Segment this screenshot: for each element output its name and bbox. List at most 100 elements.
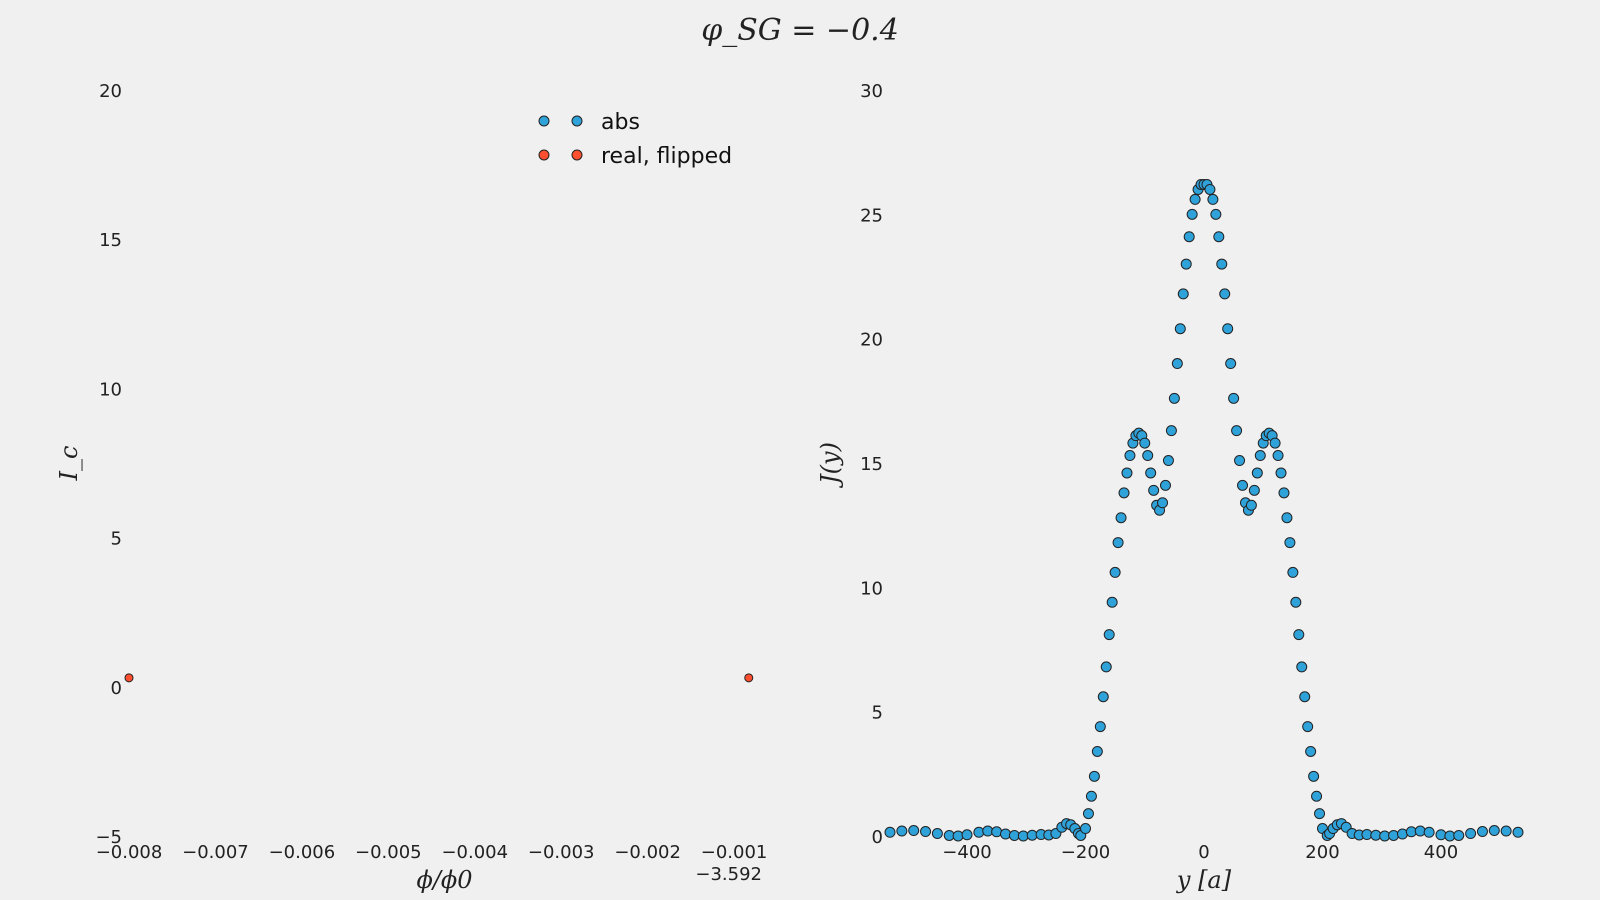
right-x-tick-label: 400 xyxy=(1424,842,1458,863)
right-plot-area xyxy=(890,90,1518,836)
right-x-tick-label: 200 xyxy=(1305,842,1339,863)
right-data-point xyxy=(1118,487,1130,499)
left-data-point xyxy=(744,673,754,683)
right-data-point xyxy=(1302,721,1314,733)
right-data-point xyxy=(952,830,964,842)
right-plot: −400 −200 0 200 400 0 5 10 15 20 25 30 y [a] J(y) xyxy=(816,81,1524,894)
left-x-tick-label: −0.002 xyxy=(614,842,681,863)
right-data-point xyxy=(1082,808,1094,820)
right-data-point xyxy=(1225,358,1237,370)
left-y-tick-label: 20 xyxy=(99,81,122,102)
right-data-point xyxy=(1254,450,1266,462)
right-data-point xyxy=(1231,425,1243,437)
right-data-point xyxy=(1165,425,1177,437)
right-data-point xyxy=(1106,596,1118,608)
right-data-point xyxy=(1453,830,1465,842)
right-x-tick-label: −400 xyxy=(942,842,991,863)
right-data-point xyxy=(1210,208,1222,220)
left-plot-area xyxy=(129,90,760,836)
right-data-point xyxy=(1177,288,1189,300)
right-data-point xyxy=(1157,497,1169,509)
right-data-point xyxy=(1272,450,1284,462)
right-data-point xyxy=(1159,479,1171,491)
right-data-point xyxy=(1115,512,1127,524)
legend-item-abs: abs xyxy=(538,110,640,135)
right-data-point xyxy=(1219,288,1231,300)
left-x-tick-label: −0.007 xyxy=(182,842,249,863)
right-data-point xyxy=(1180,258,1192,270)
right-data-point xyxy=(884,826,896,838)
figure-suptitle: φ_SG = −0.4 xyxy=(701,13,899,48)
right-data-point xyxy=(1488,825,1500,837)
right-y-tick-label: 10 xyxy=(860,578,883,599)
right-y-tick-labels: 0 5 10 15 20 25 30 xyxy=(860,81,883,848)
right-y-tick-label: 5 xyxy=(872,703,883,724)
left-x-tick-labels: −0.008 −0.007 −0.006 −0.005 −0.004 −0.003 −0.0… xyxy=(96,842,768,863)
right-y-tick-label: 0 xyxy=(872,827,883,848)
right-data-point xyxy=(1234,455,1246,467)
right-data-point xyxy=(1305,745,1317,757)
right-data-point xyxy=(1299,691,1311,703)
left-y-tick-labels: −5 0 5 10 15 20 xyxy=(95,81,122,848)
right-data-point xyxy=(1388,830,1400,842)
right-data-point xyxy=(991,826,1003,838)
right-data-point xyxy=(1222,323,1234,335)
legend-label-abs: abs xyxy=(601,110,640,135)
right-data-point xyxy=(1287,566,1299,578)
right-data-point xyxy=(1512,826,1524,838)
right-data-points xyxy=(884,178,1524,842)
left-plot: −0.008 −0.007 −0.006 −0.005 −0.004 −0.003 −0.0… xyxy=(55,81,767,894)
right-data-point xyxy=(1080,823,1092,835)
right-data-point xyxy=(1204,183,1216,195)
right-data-point xyxy=(1293,629,1305,641)
right-data-point xyxy=(1142,450,1154,462)
right-data-point xyxy=(1248,484,1260,496)
right-data-point xyxy=(1311,790,1323,802)
right-y-tick-label: 20 xyxy=(860,330,883,351)
right-data-point xyxy=(1275,467,1287,479)
right-data-point xyxy=(1162,455,1174,467)
right-data-point xyxy=(1396,828,1408,840)
right-data-point xyxy=(1124,450,1136,462)
right-data-point xyxy=(1500,825,1512,837)
left-x-offset-label: −3.592 xyxy=(695,864,762,885)
left-y-tick-label: −5 xyxy=(95,827,122,848)
right-data-point xyxy=(1145,467,1157,479)
right-data-point xyxy=(1000,828,1012,840)
legend-item-real-flipped: real, flipped xyxy=(538,144,732,169)
right-data-point xyxy=(973,826,985,838)
right-data-point xyxy=(1186,208,1198,220)
right-data-point xyxy=(1171,358,1183,370)
right-y-tick-label: 15 xyxy=(860,454,883,475)
left-x-tick-label: −0.005 xyxy=(355,842,422,863)
right-data-point xyxy=(1094,721,1106,733)
right-data-point xyxy=(1228,392,1240,404)
left-x-axis-label: ϕ/ϕ0 xyxy=(416,866,472,894)
right-data-point xyxy=(961,829,973,841)
left-x-tick-label: −0.004 xyxy=(441,842,508,863)
right-data-point xyxy=(908,825,920,837)
right-data-point xyxy=(931,828,943,840)
right-data-point xyxy=(1174,323,1186,335)
left-x-tick-label: −0.001 xyxy=(701,842,768,863)
right-data-point xyxy=(1183,231,1195,243)
right-data-point xyxy=(1100,661,1112,673)
right-data-point xyxy=(1121,467,1133,479)
legend-label-real-flipped: real, flipped xyxy=(601,144,732,169)
right-data-point xyxy=(1435,829,1447,841)
right-data-point xyxy=(1207,193,1219,205)
right-data-point xyxy=(1281,512,1293,524)
left-data-point xyxy=(124,673,134,683)
right-data-point xyxy=(1139,437,1151,449)
right-data-point xyxy=(1465,828,1477,840)
left-x-tick-label: −0.003 xyxy=(528,842,595,863)
right-data-point xyxy=(1251,467,1263,479)
right-data-point xyxy=(1168,392,1180,404)
legend: abs real, flipped xyxy=(538,110,732,169)
right-x-axis-label: y [a] xyxy=(1176,866,1232,894)
left-x-tick-label: −0.006 xyxy=(269,842,336,863)
right-data-point xyxy=(1112,537,1124,549)
right-y-axis-label: J(y) xyxy=(816,442,844,489)
right-data-point xyxy=(1284,537,1296,549)
right-data-point xyxy=(1091,745,1103,757)
